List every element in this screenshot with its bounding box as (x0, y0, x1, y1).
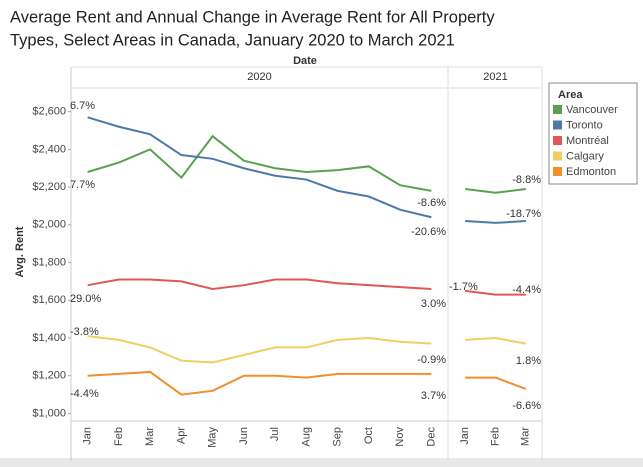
annotation: 1.8% (516, 355, 541, 367)
legend-label: Toronto (566, 119, 603, 131)
legend-label: Montréal (566, 135, 609, 147)
chart-title: Average Rent and Annual Change in Averag… (10, 8, 495, 26)
legend-swatch (553, 151, 562, 161)
y-tick-label: $2,200 (32, 181, 66, 193)
annotation: -0.9% (417, 354, 446, 366)
legend-swatch (553, 136, 562, 145)
y-axis-title: Avg. Rent (14, 226, 26, 277)
annotation: 6.7% (70, 100, 95, 112)
x-tick-label: Mar (520, 427, 532, 446)
series-line (87, 134, 432, 192)
x-tick-label: Sep (332, 427, 344, 447)
y-tick-label: $2,600 (32, 106, 66, 118)
annotation: -8.8% (512, 174, 541, 186)
series-line (87, 370, 432, 396)
annotation: -20.6% (411, 226, 446, 238)
panel-header: 2021 (483, 71, 507, 83)
annotation: -6.6% (512, 400, 541, 412)
series-line (465, 289, 526, 296)
annotation: -3.8% (70, 326, 99, 338)
series-line (87, 335, 432, 364)
x-tick-label: Mar (144, 427, 156, 446)
annotation: -18.7% (506, 208, 541, 220)
annotation: -1.7% (449, 281, 478, 293)
x-tick-label: Aug (300, 427, 312, 447)
x-tick-label: Jan (459, 427, 471, 445)
x-tick-label: Jun (238, 427, 250, 445)
series-line (465, 220, 526, 224)
x-tick-label: Oct (363, 427, 375, 444)
x-tick-label: Nov (394, 427, 406, 447)
legend-swatch (553, 167, 562, 176)
legend-box (548, 82, 638, 185)
series-line (465, 376, 527, 390)
y-tick-label: $2,400 (32, 143, 66, 155)
annotation: 29.0% (70, 293, 101, 305)
annotation: -4.4% (70, 388, 99, 400)
series-line (87, 116, 432, 219)
x-tick-label: Apr (175, 427, 187, 444)
y-tick-label: $1,000 (32, 407, 66, 419)
legend-title: Area (558, 89, 583, 101)
annotation: -8.6% (417, 197, 446, 209)
annotation: 3.7% (421, 390, 446, 402)
x-tick-label: Dec (425, 427, 437, 447)
x-tick-label: May (207, 427, 219, 448)
series-line (465, 336, 527, 345)
x-axis-title: Date (293, 55, 317, 67)
x-tick-label: Feb (113, 427, 125, 446)
legend-swatch (553, 120, 562, 130)
y-tick-label: $1,600 (32, 294, 66, 306)
legend-swatch (553, 105, 562, 114)
y-tick-label: $1,200 (32, 370, 66, 382)
legend-label: Vancouver (566, 104, 618, 116)
x-tick-label: Feb (489, 427, 501, 446)
annotation: -4.4% (512, 284, 541, 296)
series-line (465, 187, 526, 194)
y-tick-label: $1,400 (32, 332, 66, 344)
legend-label: Edmonton (566, 166, 616, 178)
chart-title: Types, Select Areas in Canada, January 2… (10, 31, 455, 49)
y-tick-label: $1,800 (32, 256, 66, 268)
series-line (87, 278, 432, 290)
annotation: 3.0% (421, 298, 446, 310)
x-tick-label: Jan (82, 427, 94, 445)
x-tick-label: Jul (269, 427, 281, 441)
bottom-strip (0, 458, 643, 467)
annotation: 7.7% (70, 179, 95, 191)
panel-header: 2020 (247, 71, 271, 83)
legend-label: Calgary (566, 150, 604, 162)
y-tick-label: $2,000 (32, 219, 66, 231)
